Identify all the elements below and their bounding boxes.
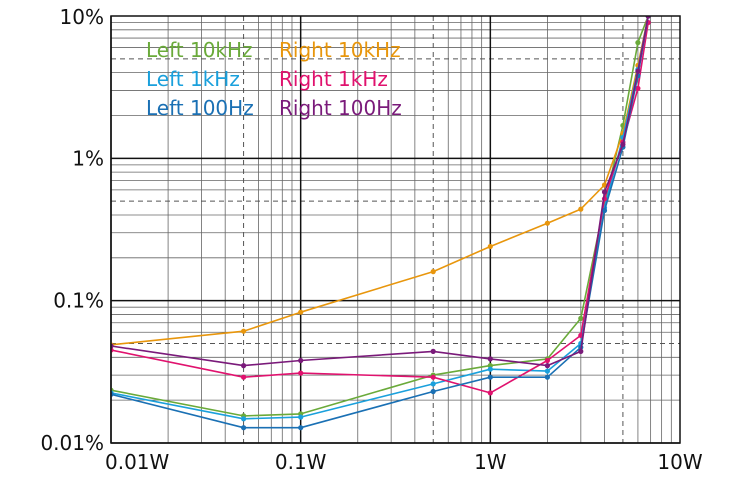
legend-entry: Right 100Hz	[279, 96, 402, 120]
legend: Left 10kHz Right 10kHz Left 1kHz Right 1kHz…	[146, 38, 402, 120]
x-tick-label: 10W	[657, 450, 702, 474]
data-point	[241, 363, 247, 369]
data-point	[241, 374, 247, 380]
data-point	[487, 390, 493, 396]
dashed-grid	[111, 16, 680, 443]
data-point	[635, 85, 641, 91]
data-point	[487, 356, 493, 362]
x-tick-label: 0.1W	[275, 450, 327, 474]
data-point	[544, 363, 551, 369]
legend-entry: Right 10kHz	[279, 38, 401, 62]
x-tick-label: 1W	[474, 450, 507, 474]
data-point	[487, 243, 493, 250]
data-point	[241, 328, 247, 334]
legend-entry: Right 1kHz	[279, 67, 388, 91]
data-point	[635, 68, 641, 74]
data-point	[544, 368, 551, 374]
data-point	[578, 315, 584, 321]
series-layer	[111, 16, 651, 431]
x-tick-labels: 0.01W 0.1W 1W 10W	[105, 450, 703, 474]
legend-entry: Left 10kHz	[146, 38, 253, 62]
data-point	[620, 141, 626, 148]
x-tick-label: 0.01W	[105, 450, 170, 474]
data-point	[578, 348, 584, 354]
data-point	[487, 363, 493, 369]
data-point	[298, 425, 304, 431]
data-point	[487, 366, 493, 372]
y-tick-labels: 0.01% 0.1% 1% 10%	[40, 5, 104, 455]
data-point	[241, 425, 247, 431]
legend-entry: Left 1kHz	[146, 67, 240, 91]
data-point	[298, 414, 304, 420]
data-point	[430, 381, 436, 387]
series-5	[111, 16, 651, 369]
y-tick-label: 1%	[72, 146, 104, 170]
data-point	[430, 348, 436, 354]
data-point	[601, 189, 608, 195]
data-point	[578, 206, 584, 212]
y-tick-label: 10%	[60, 5, 104, 29]
data-point	[430, 388, 436, 395]
data-point	[544, 220, 551, 226]
data-point	[430, 374, 436, 380]
data-point	[298, 370, 304, 376]
data-point	[544, 374, 551, 380]
data-point	[635, 40, 641, 46]
plot-frame	[110, 15, 681, 444]
data-point	[487, 374, 493, 380]
legend-entry: Left 100Hz	[146, 96, 254, 120]
data-point	[601, 182, 608, 188]
data-point	[298, 309, 304, 315]
y-tick-label: 0.1%	[53, 289, 104, 313]
data-point	[601, 207, 608, 214]
data-point	[430, 269, 436, 275]
y-tick-label: 0.01%	[40, 431, 104, 455]
data-point	[544, 357, 551, 364]
data-point	[298, 357, 304, 364]
data-point	[241, 416, 247, 422]
